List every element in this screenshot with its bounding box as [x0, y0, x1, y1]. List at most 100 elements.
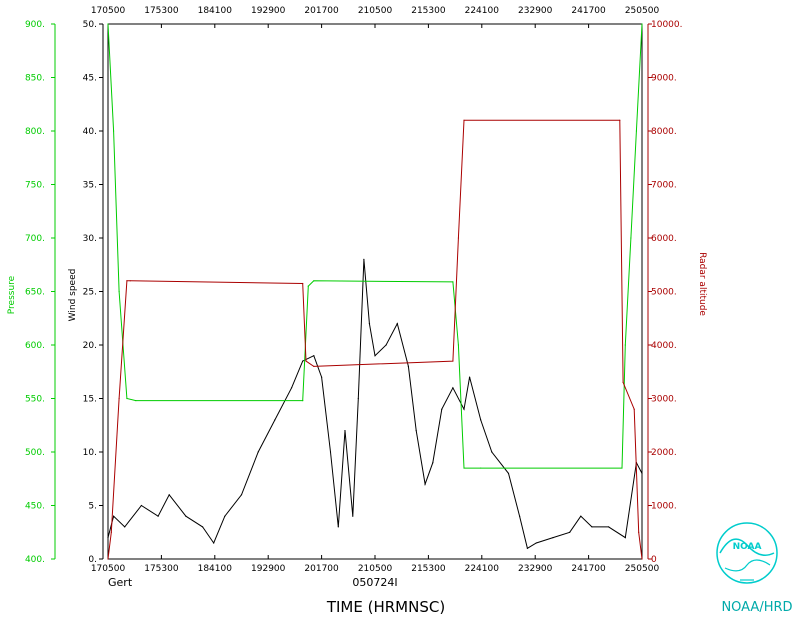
wind-data-point — [157, 515, 159, 517]
altitude-tick-label: 10000. — [651, 20, 683, 30]
wind-data-point — [535, 542, 537, 544]
altitude-axis-label: Radar altitude — [697, 252, 707, 316]
wind-tick-label: 25. — [83, 288, 97, 298]
wind-data-point — [240, 494, 243, 496]
wind-tick-label: 50. — [83, 20, 97, 30]
wind-data-point — [491, 451, 493, 453]
wind-data-point — [452, 387, 454, 389]
pressure-tick-label: 450. — [25, 502, 45, 512]
altitude-tick-label: 5000. — [651, 288, 677, 298]
pressure-tick-label: 550. — [25, 395, 45, 405]
time-tick-label-top: 170500 — [91, 6, 126, 16]
wind-data-point — [463, 408, 465, 410]
altitude-data-point — [452, 360, 454, 362]
time-tick-label-bottom: 170500 — [91, 564, 126, 574]
time-tick-label-top: 210500 — [358, 6, 393, 16]
wind-tick-label: 10. — [83, 448, 97, 458]
credit-label: NOAA/HRD — [721, 600, 792, 615]
altitude-tick-label: 9000. — [651, 74, 677, 84]
altitude-data-point — [638, 531, 640, 533]
wind-data-point — [507, 472, 510, 474]
wind-data-point — [591, 526, 593, 528]
pressure-data-point — [118, 290, 120, 293]
pressure-data-point — [135, 400, 137, 402]
time-tick-label-bottom: 184100 — [198, 564, 233, 574]
wind-data-point — [302, 360, 304, 362]
wind-data-point — [274, 419, 276, 421]
wind-data-point — [321, 376, 323, 378]
wind-tick-label: 15. — [83, 395, 97, 405]
wind-data-point — [415, 430, 417, 432]
altitude-data-point — [110, 531, 112, 533]
time-tick-label-top: 184100 — [198, 6, 233, 16]
pressure-data-point — [641, 23, 643, 25]
wind-data-point — [641, 472, 643, 474]
wind-axis: 0. 5. 10. 15. 20. 25. 30. 35. 40. 45. 50. — [83, 20, 103, 565]
time-tick-label-top: 175300 — [144, 6, 179, 16]
wind-data-point — [580, 515, 582, 517]
pressure-tick-label: 800. — [25, 127, 45, 137]
time-tick-label-bottom: 224100 — [465, 564, 500, 574]
time-tick-label-bottom: 192900 — [251, 564, 286, 574]
time-tick-label-bottom: 215300 — [411, 564, 446, 574]
wind-tick-label: 40. — [83, 127, 97, 137]
time-tick-label-top: 241700 — [571, 6, 606, 16]
altitude-tick-label: 1000. — [651, 502, 677, 512]
wind-data-point — [432, 462, 434, 464]
wind-data-point — [385, 344, 387, 346]
wind-data-point — [396, 323, 398, 325]
pressure-data-point — [480, 467, 482, 469]
altitude-data-point — [129, 280, 131, 282]
x-axis-title: TIME (HRMNSC) — [326, 598, 445, 616]
time-tick-label-bottom: 232900 — [518, 564, 553, 574]
pressure-data-point — [313, 280, 315, 282]
wind-data-point — [290, 387, 293, 389]
pressure-data-point — [635, 130, 638, 132]
time-tick-label-top: 224100 — [465, 6, 500, 16]
pressure-data-point — [630, 237, 632, 239]
wind-data-point — [124, 526, 126, 528]
pressure-data-point — [621, 467, 623, 469]
altitude-data-point — [457, 237, 460, 239]
wind-data-point — [552, 537, 554, 539]
pressure-data-point — [107, 23, 109, 25]
wind-axis-label: Wind speed — [68, 269, 78, 322]
time-tick-label-top: 232900 — [518, 6, 553, 16]
altitude-tick-label: 8000. — [651, 127, 677, 137]
altitude-data-point — [302, 282, 304, 285]
pressure-data-point — [302, 400, 304, 402]
wind-data-point — [257, 451, 259, 453]
pressure-tick-label: 400. — [25, 555, 45, 565]
pressure-tick-label: 600. — [25, 341, 45, 351]
wind-data-point — [213, 542, 215, 544]
wind-data-point — [480, 419, 482, 421]
pressure-axis-label: Pressure — [7, 275, 17, 314]
plot-frame — [107, 23, 643, 560]
pressure-tick-label: 850. — [25, 74, 45, 84]
time-tick-label-top: 201700 — [304, 6, 339, 16]
time-tick-label-bottom: 210500 — [358, 564, 393, 574]
wind-data-point — [185, 515, 187, 517]
wind-tick-label: 5. — [88, 502, 97, 512]
pressure-data-point — [126, 397, 128, 400]
wind-data-point — [329, 451, 332, 453]
wind-data-point — [368, 323, 371, 325]
time-axis: 170500 170500 175300 175300 184100 184100 1929… — [91, 6, 660, 574]
wind-tick-label: 35. — [83, 181, 97, 191]
pressure-tick-label: 500. — [25, 448, 45, 458]
wind-tick-label: 0. — [88, 555, 97, 565]
storm-name: Gert — [108, 576, 133, 589]
pressure-tick-label: 700. — [25, 234, 45, 244]
wind-data-point — [337, 526, 339, 528]
logo-text: NOAA — [733, 542, 762, 552]
series-group — [107, 23, 643, 560]
altitude-tick-label: 4000. — [651, 341, 677, 351]
wind-data-point — [140, 504, 142, 507]
wind-data-point — [526, 547, 529, 549]
pressure-tick-label: 750. — [25, 181, 45, 191]
time-tick-label-top: 192900 — [251, 6, 286, 16]
altitude-data-point — [633, 408, 635, 410]
wind-data-point — [352, 515, 354, 517]
altitude-tick-label: 3000. — [651, 395, 677, 405]
wind-data-point — [201, 526, 204, 528]
